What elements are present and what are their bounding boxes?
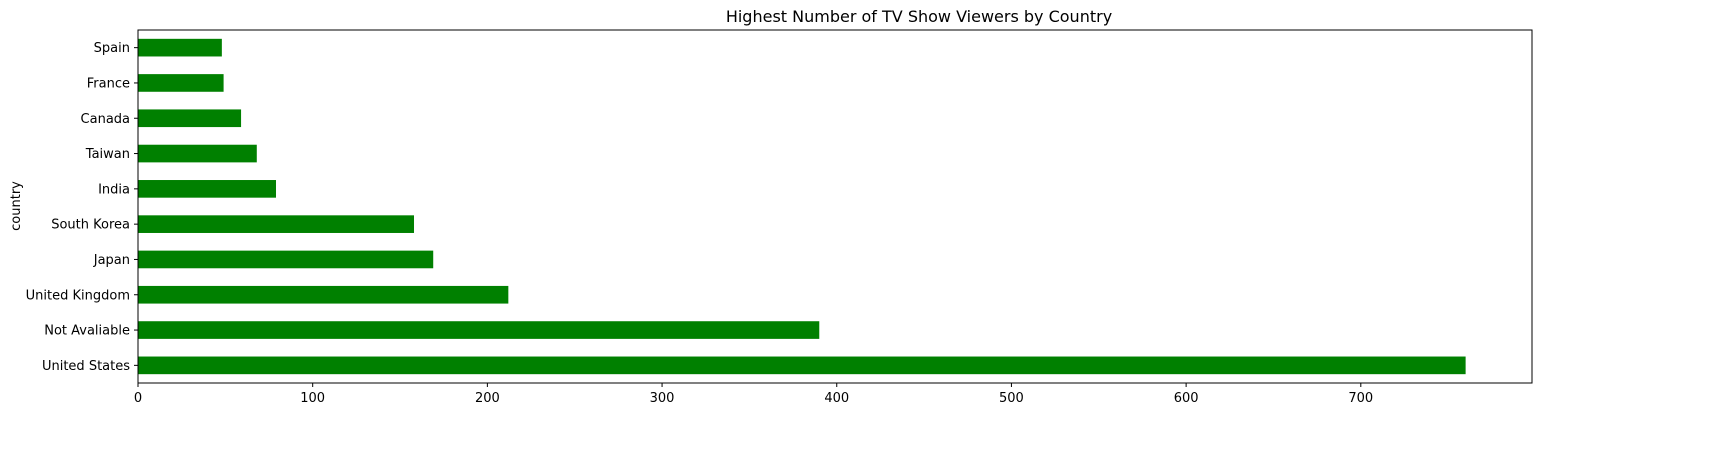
x-tick-label: 400 [824, 391, 849, 406]
x-tick-label: 100 [300, 391, 325, 406]
y-tick-label: Not Avaliable [44, 324, 130, 339]
y-tick-label: Taiwan [85, 147, 130, 162]
bar-india [138, 180, 277, 198]
x-tick-label: 500 [999, 391, 1024, 406]
x-tick-label: 200 [475, 391, 500, 406]
plot-frame [137, 29, 1533, 384]
bar-canada [138, 109, 242, 128]
bar-taiwan [138, 144, 257, 163]
y-tick-label: Spain [94, 41, 130, 56]
bar-united-states [138, 356, 1466, 375]
y-tick-label: United Kingdom [26, 288, 130, 303]
x-tick-label: 300 [650, 391, 675, 406]
x-tick-label: 700 [1348, 391, 1373, 406]
y-tick-label: India [98, 182, 130, 197]
y-tick-label: Canada [81, 112, 130, 127]
bars-layer [138, 38, 1466, 375]
y-tick-label: Japan [93, 253, 130, 268]
bar-not-avaliable [138, 321, 820, 339]
chart-title: Highest Number of TV Show Viewers by Cou… [726, 7, 1112, 26]
bar-united-kingdom [138, 285, 509, 304]
y-tick-label: France [87, 76, 130, 91]
axes-layer: United States Not Avaliable United Kingdom… [26, 29, 1533, 406]
bar-south-korea [138, 215, 415, 233]
y-tick-label: United States [42, 359, 130, 374]
bar-france [138, 74, 224, 92]
y-axis-label: country [9, 181, 24, 231]
bar-japan [138, 250, 434, 269]
x-tick-label: 0 [134, 391, 142, 406]
bar-spain [138, 38, 222, 57]
y-tick-label: South Korea [51, 218, 130, 233]
x-tick-label: 600 [1174, 391, 1199, 406]
